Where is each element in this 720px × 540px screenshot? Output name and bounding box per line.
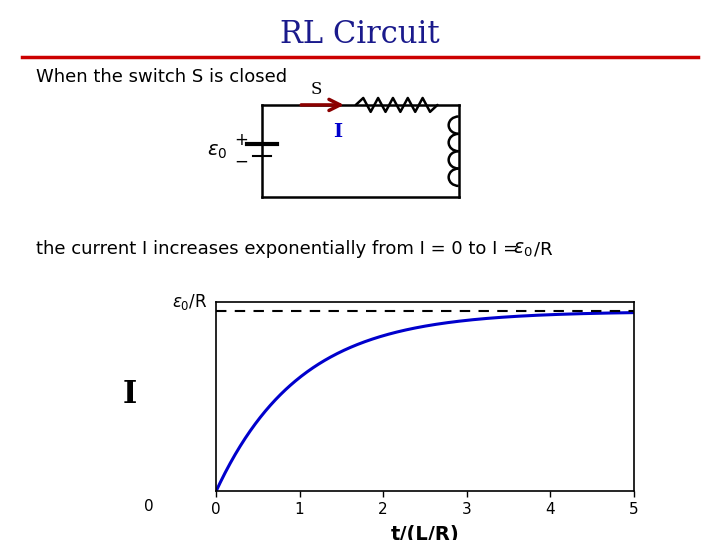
- Text: S: S: [311, 81, 322, 98]
- Text: $\varepsilon_0$/R: $\varepsilon_0$/R: [172, 292, 207, 313]
- Text: I: I: [333, 124, 342, 141]
- Text: I: I: [122, 379, 137, 410]
- Text: $\varepsilon_0$: $\varepsilon_0$: [207, 141, 227, 161]
- Text: +: +: [234, 131, 248, 149]
- Text: When the switch S is closed: When the switch S is closed: [36, 68, 287, 85]
- Text: −: −: [234, 153, 248, 171]
- Text: $\varepsilon_0$: $\varepsilon_0$: [513, 240, 532, 259]
- Text: /R: /R: [534, 240, 553, 258]
- Text: 0: 0: [144, 499, 153, 514]
- X-axis label: t/(L/R): t/(L/R): [390, 525, 459, 540]
- Text: the current I increases exponentially from I = 0 to I =: the current I increases exponentially fr…: [36, 240, 524, 258]
- Text: RL Circuit: RL Circuit: [280, 19, 440, 50]
